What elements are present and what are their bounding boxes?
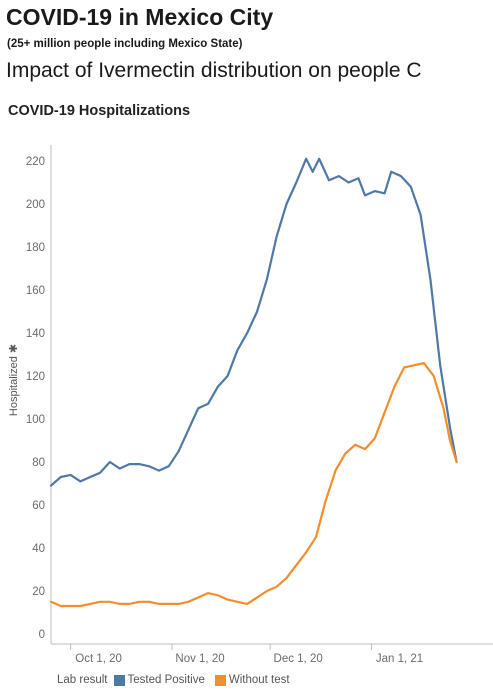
series-line-tested-positive[interactable] xyxy=(49,157,458,487)
dashboard-headline: Impact of Ivermectin distribution on peo… xyxy=(6,59,422,82)
legend-swatch-without-test xyxy=(214,674,226,686)
y-tick-label: 220 xyxy=(26,156,45,168)
legend-item-without-test[interactable]: Without test xyxy=(214,674,290,686)
legend-swatch-tested-positive xyxy=(113,674,125,686)
legend-label-tested-positive: Tested Positive xyxy=(127,674,205,686)
x-tick-label: Nov 1, 20 xyxy=(175,653,224,665)
y-tick-label: 40 xyxy=(32,543,45,555)
y-tick-label: 60 xyxy=(32,500,45,512)
series-layer xyxy=(49,157,458,608)
y-tick-label: 100 xyxy=(26,414,45,426)
chart-title: COVID-19 Hospitalizations xyxy=(8,103,191,119)
y-tick-label: 160 xyxy=(26,285,45,297)
y-tick-label: 140 xyxy=(26,328,45,340)
y-tick-label: 0 xyxy=(39,629,45,641)
dashboard-title: COVID-19 in Mexico City xyxy=(6,4,274,30)
x-tick-label: Jan 1, 21 xyxy=(376,653,423,665)
y-axis-ticks: 0 20 40 60 80 100 120 140 160 180 200 220 xyxy=(26,156,45,641)
legend: Lab result Tested Positive Without test xyxy=(57,674,300,686)
y-axis-label: Hospitalized ✱ xyxy=(8,344,20,416)
y-tick-label: 120 xyxy=(26,371,45,383)
x-axis-ticks: Oct 1, 20 Nov 1, 20 Dec 1, 20 Jan 1, 21 xyxy=(70,644,423,665)
legend-label-without-test: Without test xyxy=(228,674,290,686)
y-tick-label: 20 xyxy=(32,586,45,598)
x-tick-label: Dec 1, 20 xyxy=(274,653,323,665)
dashboard-subtitle: (25+ million people including Mexico Sta… xyxy=(7,38,243,50)
y-tick-label: 200 xyxy=(26,199,45,211)
legend-title: Lab result xyxy=(57,674,108,686)
x-tick-label: Oct 1, 20 xyxy=(75,653,122,665)
series-line-without-test[interactable] xyxy=(49,362,458,608)
y-tick-label: 180 xyxy=(26,242,45,254)
legend-item-tested-positive[interactable]: Tested Positive xyxy=(113,674,205,686)
y-tick-label: 80 xyxy=(32,457,45,469)
